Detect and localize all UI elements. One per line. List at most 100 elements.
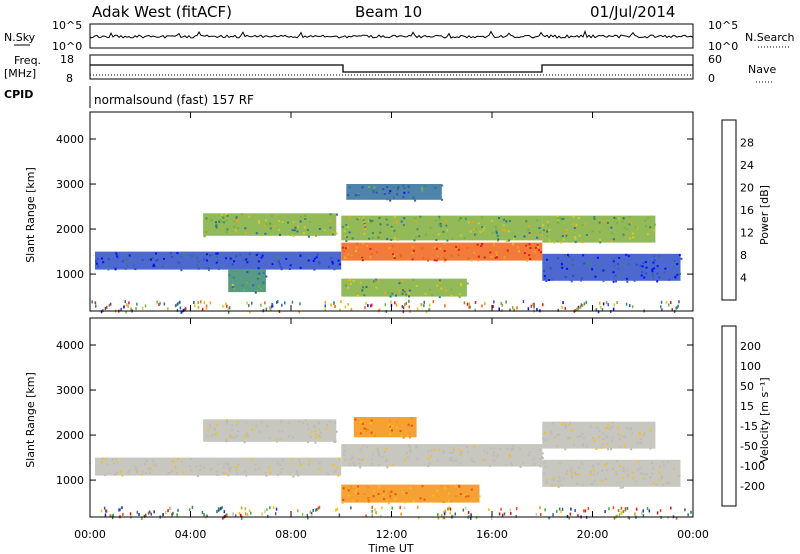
velocity-echo-cell bbox=[579, 435, 582, 438]
velocity-echo-cell bbox=[572, 443, 575, 446]
velocity-noise-cell bbox=[350, 506, 352, 510]
velocity-echo-cell bbox=[442, 450, 445, 453]
power-noise-cell bbox=[205, 306, 208, 310]
power-noise-cell bbox=[513, 308, 515, 312]
power-echo-cell bbox=[644, 225, 647, 228]
velocity-echo-cell bbox=[236, 472, 239, 475]
power-echo-cell bbox=[292, 221, 295, 224]
velocity-noise-cell bbox=[335, 508, 337, 512]
power-echo-cell bbox=[645, 272, 648, 275]
power-echo-cell bbox=[356, 218, 359, 221]
velocity-echo-cell bbox=[550, 433, 553, 436]
power-echo-cell bbox=[222, 221, 225, 224]
power-echo-cell bbox=[128, 254, 131, 257]
velocity-echo-cell bbox=[246, 435, 249, 438]
velocity-echo-cell bbox=[120, 470, 123, 473]
velocity-echo-cell bbox=[539, 465, 542, 468]
power-echo-cell bbox=[313, 268, 316, 271]
power-noise-cell bbox=[444, 304, 446, 308]
power-echo-cell bbox=[446, 239, 449, 242]
power-echo-cell bbox=[528, 243, 531, 246]
power-echo-cell bbox=[183, 253, 186, 255]
velocity-echo-cell bbox=[454, 459, 457, 462]
power-noise-cell bbox=[228, 306, 231, 310]
power-echo-cell bbox=[396, 193, 399, 196]
velocity-echo-cell bbox=[389, 425, 391, 428]
power-echo-cell bbox=[561, 266, 564, 269]
power-echo-cell bbox=[362, 286, 365, 289]
power-echo-cell bbox=[458, 296, 461, 299]
velocity-echo-cell bbox=[314, 433, 317, 436]
power-echo-cell bbox=[473, 251, 476, 254]
power-echo-cell bbox=[278, 229, 281, 232]
velocity-noise-cell bbox=[149, 510, 151, 514]
power-echo-cell bbox=[365, 286, 368, 288]
velocity-echo-cell bbox=[386, 466, 389, 469]
velocity-noise-cell bbox=[634, 512, 636, 516]
power-echo-cell bbox=[126, 264, 129, 267]
power-echo-cell bbox=[402, 196, 405, 199]
power-echo-cell bbox=[216, 252, 219, 255]
power-echo-cell bbox=[262, 282, 265, 285]
velocity-noise-cell bbox=[165, 511, 167, 514]
velocity-echo-region bbox=[341, 444, 543, 467]
velocity-noise-cell bbox=[391, 506, 393, 510]
y-tick-label: 1000 bbox=[56, 268, 84, 281]
velocity-noise-cell bbox=[454, 512, 456, 516]
velocity-echo-cell bbox=[539, 457, 542, 460]
power-echo-cell bbox=[439, 247, 442, 250]
velocity-echo-cell bbox=[313, 426, 316, 429]
velocity-echo-cell bbox=[449, 500, 452, 503]
velocity-echo-cell bbox=[199, 469, 202, 472]
power-echo-cell bbox=[591, 230, 594, 233]
velocity-noise-cell bbox=[583, 509, 585, 513]
power-echo-cell bbox=[571, 264, 574, 267]
power-echo-cell bbox=[395, 222, 398, 224]
power-noise-cell bbox=[661, 308, 663, 312]
power-noise-cell bbox=[401, 305, 404, 309]
velocity-echo-cell bbox=[569, 436, 572, 439]
velocity-echo-cell bbox=[363, 493, 366, 495]
velocity-echo-cell bbox=[405, 452, 408, 454]
power-echo-cell bbox=[625, 228, 628, 231]
velocity-colorbar-tick-label: -50 bbox=[740, 440, 758, 453]
power-echo-cell bbox=[523, 220, 526, 223]
power-echo-cell bbox=[618, 275, 621, 277]
velocity-noise-cell bbox=[568, 516, 570, 520]
velocity-echo-cell bbox=[334, 440, 337, 443]
velocity-echo-cell bbox=[206, 428, 209, 431]
power-echo-cell bbox=[359, 281, 362, 284]
power-echo-cell bbox=[400, 220, 403, 223]
velocity-noise-cell bbox=[109, 514, 111, 518]
power-echo-cell bbox=[411, 258, 414, 261]
velocity-echo-cell bbox=[506, 447, 509, 450]
velocity-noise-cell bbox=[316, 507, 318, 511]
velocity-noise-cell bbox=[371, 505, 373, 509]
velocity-echo-cell bbox=[612, 467, 615, 470]
power-echo-cell bbox=[107, 258, 110, 261]
radar-name-title: Adak West (fitACF) bbox=[92, 3, 232, 21]
velocity-echo-cell bbox=[225, 439, 228, 442]
power-echo-cell bbox=[502, 229, 504, 232]
power-echo-cell bbox=[556, 215, 559, 218]
velocity-echo-cell bbox=[616, 460, 618, 463]
power-echo-cell bbox=[362, 217, 365, 220]
power-echo-cell bbox=[424, 292, 427, 295]
velocity-echo-cell bbox=[604, 463, 607, 466]
power-echo-cell bbox=[372, 191, 375, 194]
power-echo-cell bbox=[341, 225, 344, 228]
power-echo-cell bbox=[370, 253, 373, 255]
x-tick-label: 00:00 bbox=[677, 528, 709, 541]
power-noise-cell bbox=[125, 310, 127, 314]
power-echo-cell bbox=[375, 191, 378, 194]
power-echo-cell bbox=[653, 229, 656, 232]
power-echo-cell bbox=[343, 230, 346, 232]
velocity-noise-cell bbox=[112, 513, 114, 517]
velocity-noise-cell bbox=[122, 512, 124, 516]
velocity-echo-cell bbox=[152, 459, 155, 462]
power-echo-cell bbox=[594, 275, 597, 278]
power-echo-cell bbox=[450, 288, 453, 291]
velocity-noise-cell bbox=[371, 509, 373, 513]
power-echo-cell bbox=[217, 259, 220, 262]
power-echo-cell bbox=[664, 267, 667, 270]
